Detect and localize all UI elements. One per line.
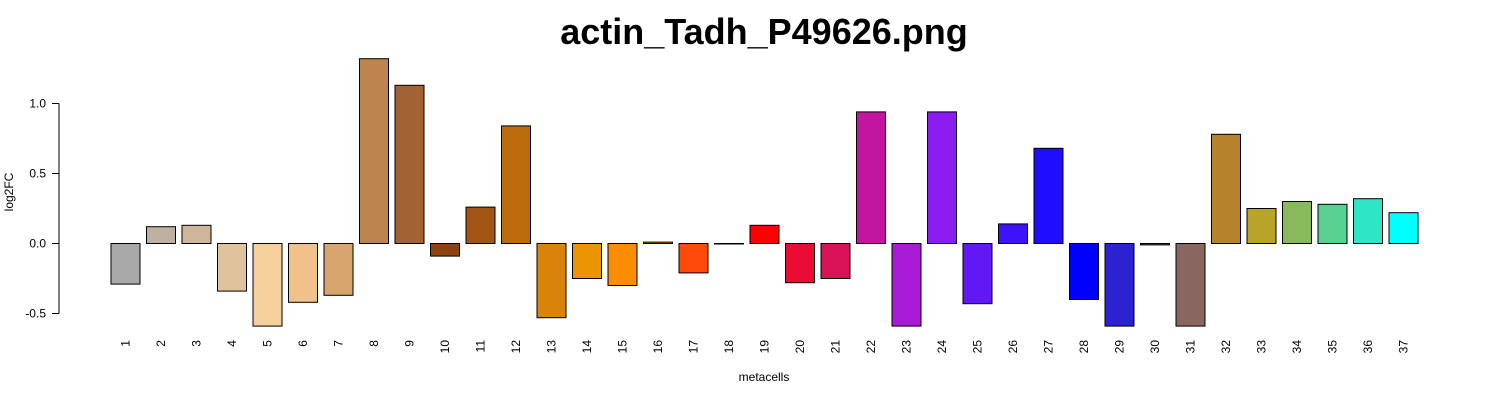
bar-24: [927, 111, 957, 245]
x-tick-label: 24: [935, 340, 949, 354]
x-tick-label: 17: [687, 340, 701, 354]
x-tick-label: 18: [722, 340, 736, 354]
bar-13: [536, 243, 567, 319]
bar-29: [1104, 243, 1135, 327]
bar-36: [1353, 198, 1383, 244]
bar-33: [1246, 208, 1277, 244]
x-tick-label: 12: [509, 340, 523, 354]
x-tick-label: 13: [545, 340, 559, 354]
bar-28: [1069, 243, 1099, 300]
x-tick-label: 33: [1255, 340, 1269, 354]
bar-32: [1211, 133, 1241, 244]
x-tick-label: 37: [1397, 340, 1411, 354]
bar-22: [856, 111, 886, 245]
bar-6: [288, 243, 318, 303]
y-tick-label: 0.5: [29, 167, 46, 181]
x-axis-label: metacells: [739, 370, 790, 384]
x-tick-label: 2: [154, 340, 168, 347]
x-tick-label: 23: [900, 340, 914, 354]
bars: [110, 58, 1419, 327]
x-tick-label: 9: [403, 340, 417, 347]
bar-10: [430, 243, 460, 257]
bar-8: [359, 58, 389, 245]
bar-16: [643, 241, 673, 245]
x-tick-label: 16: [651, 340, 665, 354]
bar-19: [749, 224, 780, 245]
bar-5: [252, 243, 283, 327]
bar-20: [785, 243, 815, 284]
x-tick-label: 6: [296, 340, 310, 347]
x-tick-label: 25: [971, 340, 985, 354]
bar-12: [501, 125, 531, 244]
x-tick-label: 8: [367, 340, 381, 347]
bar-3: [181, 224, 212, 245]
bar-14: [572, 243, 602, 279]
y-tick-label: 1.0: [29, 97, 46, 111]
y-axis-label: log2FC: [2, 172, 16, 211]
bar-25: [962, 243, 993, 305]
y-axis: -0.5 0.0 0.5 1.0: [25, 97, 60, 321]
x-tick-label: 20: [793, 340, 807, 354]
x-tick-label: 15: [616, 340, 630, 354]
x-tick-label: 32: [1219, 340, 1233, 354]
x-tick-label: 3: [190, 340, 204, 347]
x-tick-label: 28: [1077, 340, 1091, 354]
bar-15: [607, 243, 638, 286]
chart-title: actin_Tadh_P49626.png: [560, 11, 967, 52]
x-tick-label: 7: [332, 340, 346, 347]
bar-18: [714, 243, 744, 245]
bar-2: [146, 226, 176, 244]
x-tick-label: 36: [1361, 340, 1375, 354]
x-tick-label: 31: [1184, 340, 1198, 354]
x-tick-label: 29: [1113, 340, 1127, 354]
x-tick-label: 14: [580, 340, 594, 354]
x-tick-label: 27: [1042, 340, 1056, 354]
bar-35: [1317, 203, 1348, 245]
bar-34: [1282, 201, 1312, 244]
x-tick-label: 34: [1290, 340, 1304, 354]
x-tick-label: 11: [474, 340, 488, 353]
bar-31: [1175, 243, 1206, 327]
x-tick-label: 35: [1326, 340, 1340, 354]
bar-21: [820, 243, 851, 279]
bar-27: [1033, 147, 1064, 244]
bar-7: [323, 243, 354, 296]
bar-30: [1140, 243, 1170, 246]
bar-1: [110, 243, 141, 285]
bar-11: [465, 206, 496, 245]
bar-37: [1388, 212, 1419, 244]
bar-17: [678, 243, 709, 274]
x-tick-labels: 1 2 3 4 5 6 7 8 9 10 11 12 13 14 15 16 17 18 19 20 21 22 23 24 2…: [119, 340, 1411, 354]
x-tick-label: 30: [1148, 340, 1162, 354]
y-tick-label: 0.0: [29, 237, 46, 251]
x-tick-label: 22: [864, 340, 878, 354]
x-tick-label: 26: [1006, 340, 1020, 354]
x-tick-label: 21: [829, 340, 843, 354]
x-tick-label: 10: [438, 340, 452, 354]
x-tick-label: 1: [119, 340, 133, 347]
bar-9: [394, 84, 425, 244]
x-tick-label: 5: [261, 340, 275, 347]
x-tick-label: 4: [225, 340, 239, 347]
y-tick-label: -0.5: [25, 307, 46, 321]
x-tick-label: 19: [758, 340, 772, 354]
bar-4: [217, 243, 247, 292]
bar-26: [998, 223, 1028, 244]
bar-23: [891, 243, 922, 327]
